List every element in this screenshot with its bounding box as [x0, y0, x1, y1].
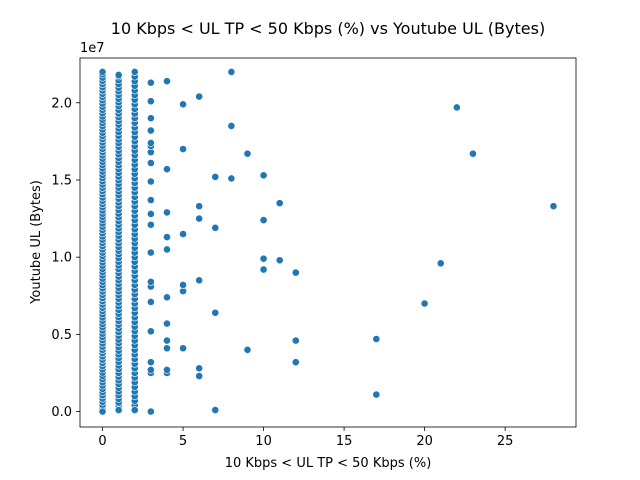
- data-point: [243, 345, 252, 354]
- data-point: [146, 327, 155, 336]
- data-point: [372, 335, 381, 343]
- data-point: [549, 202, 558, 211]
- y-tick-label: 0.5: [51, 328, 72, 343]
- x-tick-label: 20: [416, 434, 433, 449]
- data-point: [259, 254, 268, 263]
- x-tick-label: 25: [497, 434, 514, 449]
- data-point: [259, 265, 268, 274]
- data-point: [179, 281, 187, 289]
- data-point: [195, 92, 204, 101]
- data-point: [275, 199, 284, 208]
- data-point: [195, 364, 204, 373]
- x-tick-label: 0: [98, 434, 106, 449]
- y-tick-label: 0.0: [51, 405, 72, 420]
- x-tick-label: 15: [336, 434, 353, 449]
- data-point: [163, 344, 171, 353]
- data-point: [211, 172, 220, 181]
- data-point: [146, 220, 155, 229]
- data-point: [469, 149, 477, 158]
- data-point: [163, 319, 171, 328]
- y-axis: 0.0 0.5 1.0 1.5 2.0: [51, 96, 80, 420]
- data-point: [163, 336, 171, 345]
- data-point: [146, 177, 155, 186]
- data-point: [130, 406, 139, 414]
- y-axis-label: Youtube UL (Bytes): [29, 180, 44, 305]
- data-point: [211, 406, 220, 414]
- data-point: [130, 68, 139, 76]
- x-axis-label: 10 Kbps < UL TP < 50 Kbps (%): [225, 456, 432, 471]
- data-point: [275, 256, 284, 265]
- data-point: [98, 407, 107, 416]
- data-point: [163, 165, 171, 174]
- data-point: [211, 223, 220, 232]
- plot-background: [80, 58, 576, 427]
- data-point: [146, 248, 155, 257]
- y-tick-label: 2.0: [51, 96, 72, 111]
- y-tick-label: 1.0: [51, 251, 72, 266]
- data-point: [420, 299, 429, 308]
- data-point: [146, 114, 155, 123]
- data-point: [146, 97, 155, 106]
- data-point: [259, 171, 268, 180]
- points-layer: [98, 68, 558, 416]
- data-point: [195, 276, 204, 285]
- plot-frame: [79, 57, 577, 428]
- data-point: [452, 103, 461, 112]
- data-point: [146, 78, 155, 87]
- data-point: [146, 210, 155, 218]
- data-point: [195, 372, 204, 380]
- data-point: [163, 77, 171, 86]
- data-point: [259, 216, 268, 225]
- data-point: [291, 268, 300, 277]
- data-point: [146, 298, 155, 306]
- data-point: [146, 407, 155, 416]
- data-point: [114, 406, 123, 414]
- x-tick-label: 5: [179, 434, 187, 449]
- data-point: [98, 68, 107, 76]
- data-point: [195, 202, 204, 211]
- data-point: [179, 230, 187, 238]
- data-point: [114, 71, 123, 79]
- y-tick-label: 1.5: [51, 173, 72, 188]
- data-point: [146, 365, 155, 374]
- data-point: [146, 159, 155, 167]
- x-axis: 0 5 10 15 20 25: [98, 427, 513, 449]
- data-point: [163, 233, 171, 241]
- data-point: [195, 214, 204, 223]
- data-point: [179, 344, 187, 353]
- data-point: [146, 139, 155, 147]
- chart-title: 10 Kbps < UL TP < 50 Kbps (%) vs Youtube…: [111, 19, 545, 38]
- data-point: [291, 358, 300, 367]
- data-point: [211, 308, 220, 317]
- data-point: [163, 293, 171, 302]
- data-point: [146, 196, 155, 204]
- y-offset-label: 1e7: [80, 41, 105, 56]
- data-point: [163, 245, 171, 254]
- data-point: [179, 100, 187, 109]
- data-point: [146, 358, 155, 367]
- data-point: [163, 365, 171, 374]
- data-point: [436, 259, 445, 268]
- data-point: [146, 277, 155, 286]
- data-point: [227, 68, 236, 76]
- data-point: [146, 126, 155, 135]
- data-point: [372, 390, 381, 399]
- data-point: [291, 336, 300, 345]
- data-point: [163, 208, 171, 217]
- data-point: [243, 149, 252, 158]
- data-point: [227, 174, 236, 183]
- data-point: [227, 122, 236, 130]
- data-point: [179, 145, 187, 153]
- x-tick-label: 10: [255, 434, 272, 449]
- plot-area: [79, 57, 577, 428]
